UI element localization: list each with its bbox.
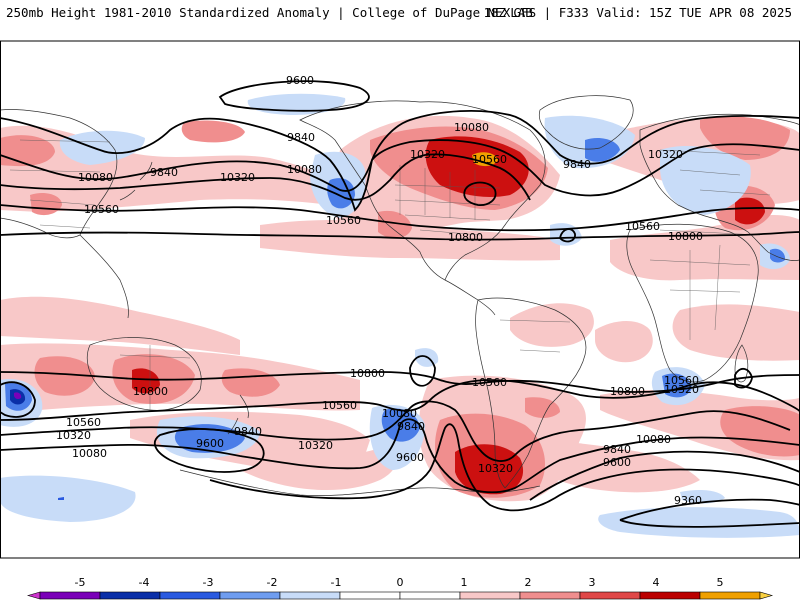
- contour-9600-south: [209, 423, 800, 512]
- contour-loop-africa-south: [734, 368, 753, 389]
- contour-10320-south: [0, 400, 791, 462]
- strong-positive-anomaly-fill: [132, 136, 765, 495]
- map-title: 250mb Height 1981-2010 Standardized Anom…: [6, 5, 533, 20]
- north-america-coastline: [299, 100, 546, 281]
- colorbar-arrow-low: [26, 591, 41, 600]
- madagascar-coastline: [734, 344, 749, 383]
- contour-9360-south: [619, 498, 800, 528]
- greenland-coastline: [538, 95, 634, 150]
- contour-label: 10800: [668, 230, 703, 243]
- contour-10560-south: [0, 379, 800, 421]
- colorbar-tick-label: 4: [653, 576, 660, 589]
- contour-9840-south-east: [529, 450, 800, 501]
- contour-label: 9600: [396, 451, 424, 464]
- contour-label: 10080: [636, 433, 671, 446]
- contour-label: 10320: [648, 148, 683, 161]
- contour-label: 10080: [72, 447, 107, 460]
- colorbar-segment: [699, 591, 761, 600]
- colorbar-segment: [279, 591, 341, 600]
- colorbar-tick-label: -2: [267, 576, 278, 589]
- australia-coastline: [86, 337, 202, 411]
- colorbar-segment: [639, 591, 701, 600]
- contour-10080-north: [0, 139, 800, 197]
- contour-10080-south: [0, 418, 800, 494]
- contour-label: 9840: [397, 420, 425, 433]
- colorbar-segment: [399, 591, 461, 600]
- contour-label: 10560: [322, 399, 357, 412]
- colorbar-segment: [219, 591, 281, 600]
- contour-label: 9600: [603, 456, 631, 469]
- colorbar-segment: [39, 591, 101, 600]
- contour-label: 10800: [133, 385, 168, 398]
- contour-label: 10320: [220, 171, 255, 184]
- model-run-info: 18Z GFS | F333 Valid: 15Z TUE APR 08 202…: [483, 5, 792, 20]
- contour-label: 10800: [350, 367, 385, 380]
- contour-label: 10080: [382, 407, 417, 420]
- colorbar-tick-label: 2: [525, 576, 532, 589]
- africa-coastline: [626, 223, 759, 383]
- contour-10800-south: [0, 371, 800, 393]
- southeast-asia-coastline: [79, 234, 129, 319]
- strong-negative-anomaly-fill: [10, 389, 64, 500]
- contour-label: 9600: [196, 437, 224, 450]
- contour-label: 10560: [66, 416, 101, 429]
- colorbar-tick-label: 1: [461, 576, 468, 589]
- colorbar-segment: [519, 591, 581, 600]
- colorbar-tick-label: 5: [717, 576, 724, 589]
- colorbar-tick-label: -3: [203, 576, 214, 589]
- contour-label: 10320: [56, 429, 91, 442]
- contour-label: 10080: [287, 163, 322, 176]
- coastlines: [0, 95, 800, 496]
- colorbar-segment: [459, 591, 521, 600]
- contour-10560-north: [0, 204, 800, 232]
- colorbar-segment: [99, 591, 161, 600]
- contour-label: 9840: [234, 425, 262, 438]
- contour-loop-west: [0, 381, 36, 418]
- colorbar-tick-label: -1: [331, 576, 342, 589]
- colorbar-tick-label: -5: [75, 576, 86, 589]
- colorbar-tick-label: 3: [589, 576, 596, 589]
- contour-label: 10560: [664, 374, 699, 387]
- contour-label: 9840: [150, 166, 178, 179]
- contour-label: 10080: [454, 121, 489, 134]
- contour-label: 10080: [78, 171, 113, 184]
- contour-label: 10320: [298, 439, 333, 452]
- contour-9600-north: [218, 80, 370, 112]
- contour-label: 10800: [448, 231, 483, 244]
- asia-west-coastline: [0, 109, 118, 239]
- contour-label: 9600: [286, 74, 314, 87]
- contour-small-loop-atlantic: [559, 228, 576, 243]
- contour-label: 9840: [287, 131, 315, 144]
- colorbar-arrow-high: [759, 591, 774, 600]
- contour-9840-south: [153, 428, 265, 473]
- contour-10800-north: [0, 231, 800, 241]
- contour-label: 9360: [674, 494, 702, 507]
- contour-label: 10800: [610, 385, 645, 398]
- colorbar-segment: [159, 591, 221, 600]
- colorbar-segment: [579, 591, 641, 600]
- colorbar-segment: [339, 591, 401, 600]
- contour-label: 10560: [472, 376, 507, 389]
- colorbar-tick-label: -4: [139, 576, 150, 589]
- moderate-negative-anomaly-fill: [5, 138, 786, 453]
- contour-label: 9840: [603, 443, 631, 456]
- contour-label: 10320: [410, 148, 445, 161]
- colorbar-tick-label: 0: [397, 576, 404, 589]
- contour-10320-north: [0, 153, 531, 201]
- contour-loop-pacific: [409, 355, 436, 387]
- contour-label: 10560: [84, 203, 119, 216]
- contour-label: 10560: [472, 153, 507, 166]
- contour-label: 10560: [625, 220, 660, 233]
- contour-label: 10560: [326, 214, 361, 227]
- contour-high-loop-na: [463, 181, 497, 206]
- contour-label: 10320: [664, 383, 699, 396]
- contour-label: 9840: [563, 158, 591, 171]
- height-contours: [0, 80, 800, 528]
- contour-labels: 9600 9840 10080 9840 10320 10080 10080 1…: [56, 74, 703, 507]
- colorbar: -5 -4 -3 -2 -1 0 1 2 3 4 5: [26, 576, 774, 600]
- south-america-coastline: [475, 297, 587, 489]
- contour-label: 10320: [478, 462, 513, 475]
